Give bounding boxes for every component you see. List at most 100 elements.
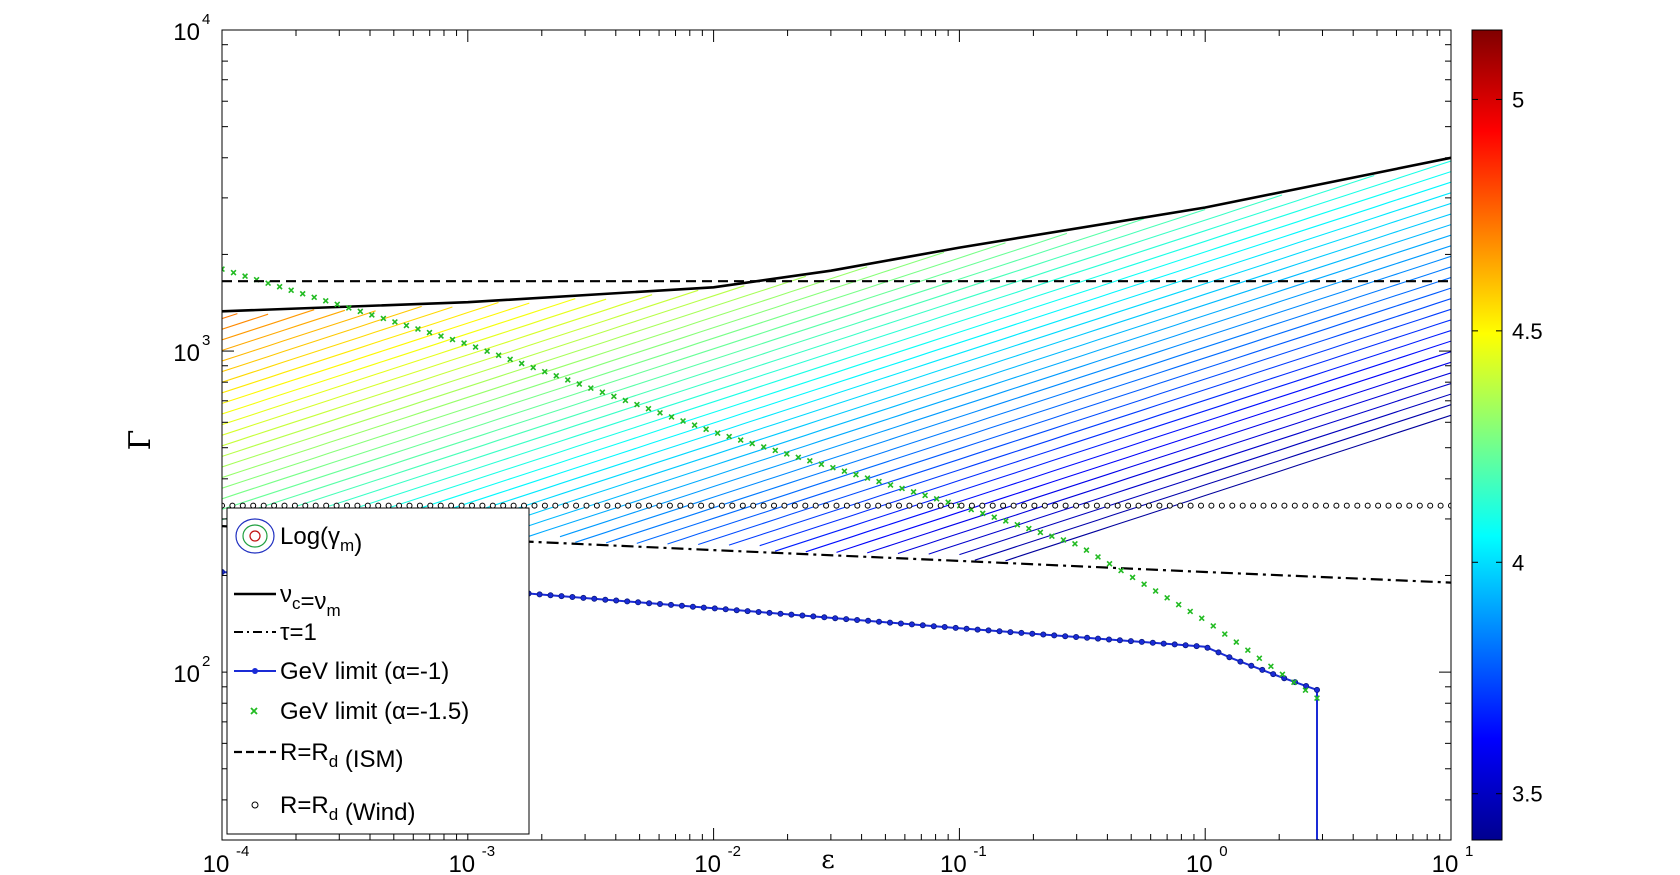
- series-3-marker: [495, 352, 502, 359]
- series-2-marker: [689, 603, 696, 610]
- series-2-marker: [222, 569, 225, 575]
- series-5-marker: [1416, 502, 1423, 509]
- series-3-marker: [1129, 574, 1136, 581]
- series-5-marker: [781, 502, 788, 509]
- series-2-marker: [536, 591, 543, 598]
- series-5-marker: [1437, 502, 1444, 509]
- contour-line: [498, 224, 1451, 537]
- series-3-marker: [587, 385, 594, 392]
- contour-line: [897, 372, 1451, 555]
- colorbar-tick-label: 4: [1512, 550, 1524, 575]
- series-5-marker: [1260, 502, 1267, 509]
- series-5-marker: [1021, 502, 1027, 509]
- series-2-marker: [974, 626, 981, 633]
- contour-line: [222, 242, 1006, 500]
- series-5-marker: [593, 502, 600, 509]
- series-5-marker: [406, 502, 413, 509]
- series-5-marker: [854, 502, 861, 509]
- series-5-marker: [1333, 502, 1340, 509]
- series-5-marker: [1354, 502, 1361, 509]
- contour-line: [222, 313, 238, 320]
- contour-line: [222, 285, 745, 457]
- series-2-marker: [668, 601, 675, 608]
- contour-line: [406, 192, 1451, 535]
- series-5-marker: [344, 502, 350, 509]
- series-2-marker: [941, 624, 948, 631]
- series-5-marker: [541, 502, 548, 509]
- legend-label: GeV limit (α=-1): [280, 658, 449, 685]
- series-5-marker: [458, 502, 465, 509]
- series-5-marker: [1208, 502, 1215, 509]
- series-5-marker: [948, 502, 955, 509]
- series-2-marker: [788, 611, 795, 618]
- series-2-marker: [1106, 636, 1113, 643]
- series-3-marker: [530, 364, 537, 371]
- series-2-marker: [711, 605, 718, 612]
- series-5-marker: [896, 502, 902, 509]
- series-2-marker: [1029, 630, 1036, 637]
- legend-label-text: (Wind): [338, 799, 415, 826]
- series-2-marker: [1062, 633, 1069, 640]
- series-3-marker: [1037, 529, 1044, 536]
- series-3-marker: [864, 475, 871, 482]
- series-2-marker: [1204, 644, 1211, 651]
- series-3-marker: [391, 319, 398, 325]
- series-5-marker: [222, 502, 225, 509]
- legend-label-text: τ=1: [280, 619, 317, 646]
- legend-label-subscript: d: [329, 752, 338, 771]
- series-5-marker: [791, 502, 798, 509]
- series-2-marker: [908, 621, 915, 628]
- series-3-marker: [726, 433, 733, 440]
- series-5-marker: [906, 502, 913, 509]
- x-tick-label: 10: [1432, 851, 1459, 875]
- series-3-marker: [507, 356, 514, 363]
- series-3-marker: [242, 273, 249, 280]
- series-5-marker: [843, 502, 850, 509]
- series-3-marker: [403, 322, 410, 329]
- series-5-marker: [802, 502, 809, 509]
- series-3-marker: [760, 443, 767, 450]
- series-5-marker: [521, 502, 527, 509]
- legend-label-subscript: d: [329, 805, 338, 824]
- contour-line: [329, 160, 1451, 528]
- series-3-marker: [311, 294, 318, 301]
- series-3-marker: [668, 413, 675, 420]
- series-5-marker: [583, 502, 590, 509]
- x-tick-exponent: -1: [973, 843, 986, 860]
- series-2-marker: [799, 612, 806, 619]
- series-5-marker: [552, 502, 559, 509]
- series-2-marker: [755, 609, 762, 616]
- series-3-marker: [749, 440, 756, 447]
- series-3-marker: [1314, 695, 1320, 702]
- series-3-marker: [657, 409, 663, 416]
- contour-line: [667, 287, 1451, 545]
- series-5-marker: [729, 502, 736, 509]
- series-5-marker: [1229, 502, 1236, 509]
- x-tick-label: 10: [694, 851, 721, 875]
- series-5-marker: [437, 502, 444, 509]
- series-2-marker: [1171, 641, 1178, 648]
- series-5-marker: [416, 502, 423, 509]
- series-5-marker: [1062, 502, 1069, 509]
- series-3-marker: [461, 340, 468, 347]
- series-2-marker: [985, 627, 992, 634]
- contour-line: [222, 298, 607, 426]
- series-2-marker: [733, 607, 740, 614]
- x-axis-label: ε: [821, 845, 834, 875]
- series-5-marker: [1218, 502, 1225, 509]
- series-5-marker: [312, 502, 319, 509]
- series-2-marker: [1073, 634, 1080, 641]
- series-5-marker: [677, 502, 684, 509]
- series-3-marker: [979, 510, 986, 517]
- series-3-marker: [1256, 655, 1263, 662]
- series-5-marker: [1177, 502, 1184, 509]
- series-5-marker: [937, 502, 944, 509]
- colorbar-tick-label: 5: [1512, 87, 1524, 112]
- series-5-marker: [1198, 502, 1204, 509]
- x-tick-exponent: 1: [1465, 843, 1473, 860]
- series-3-marker: [484, 348, 491, 355]
- series-2-marker: [1007, 629, 1014, 636]
- series-5-marker: [1125, 502, 1132, 509]
- series-5-marker: [531, 502, 538, 509]
- series-3-marker: [991, 514, 998, 521]
